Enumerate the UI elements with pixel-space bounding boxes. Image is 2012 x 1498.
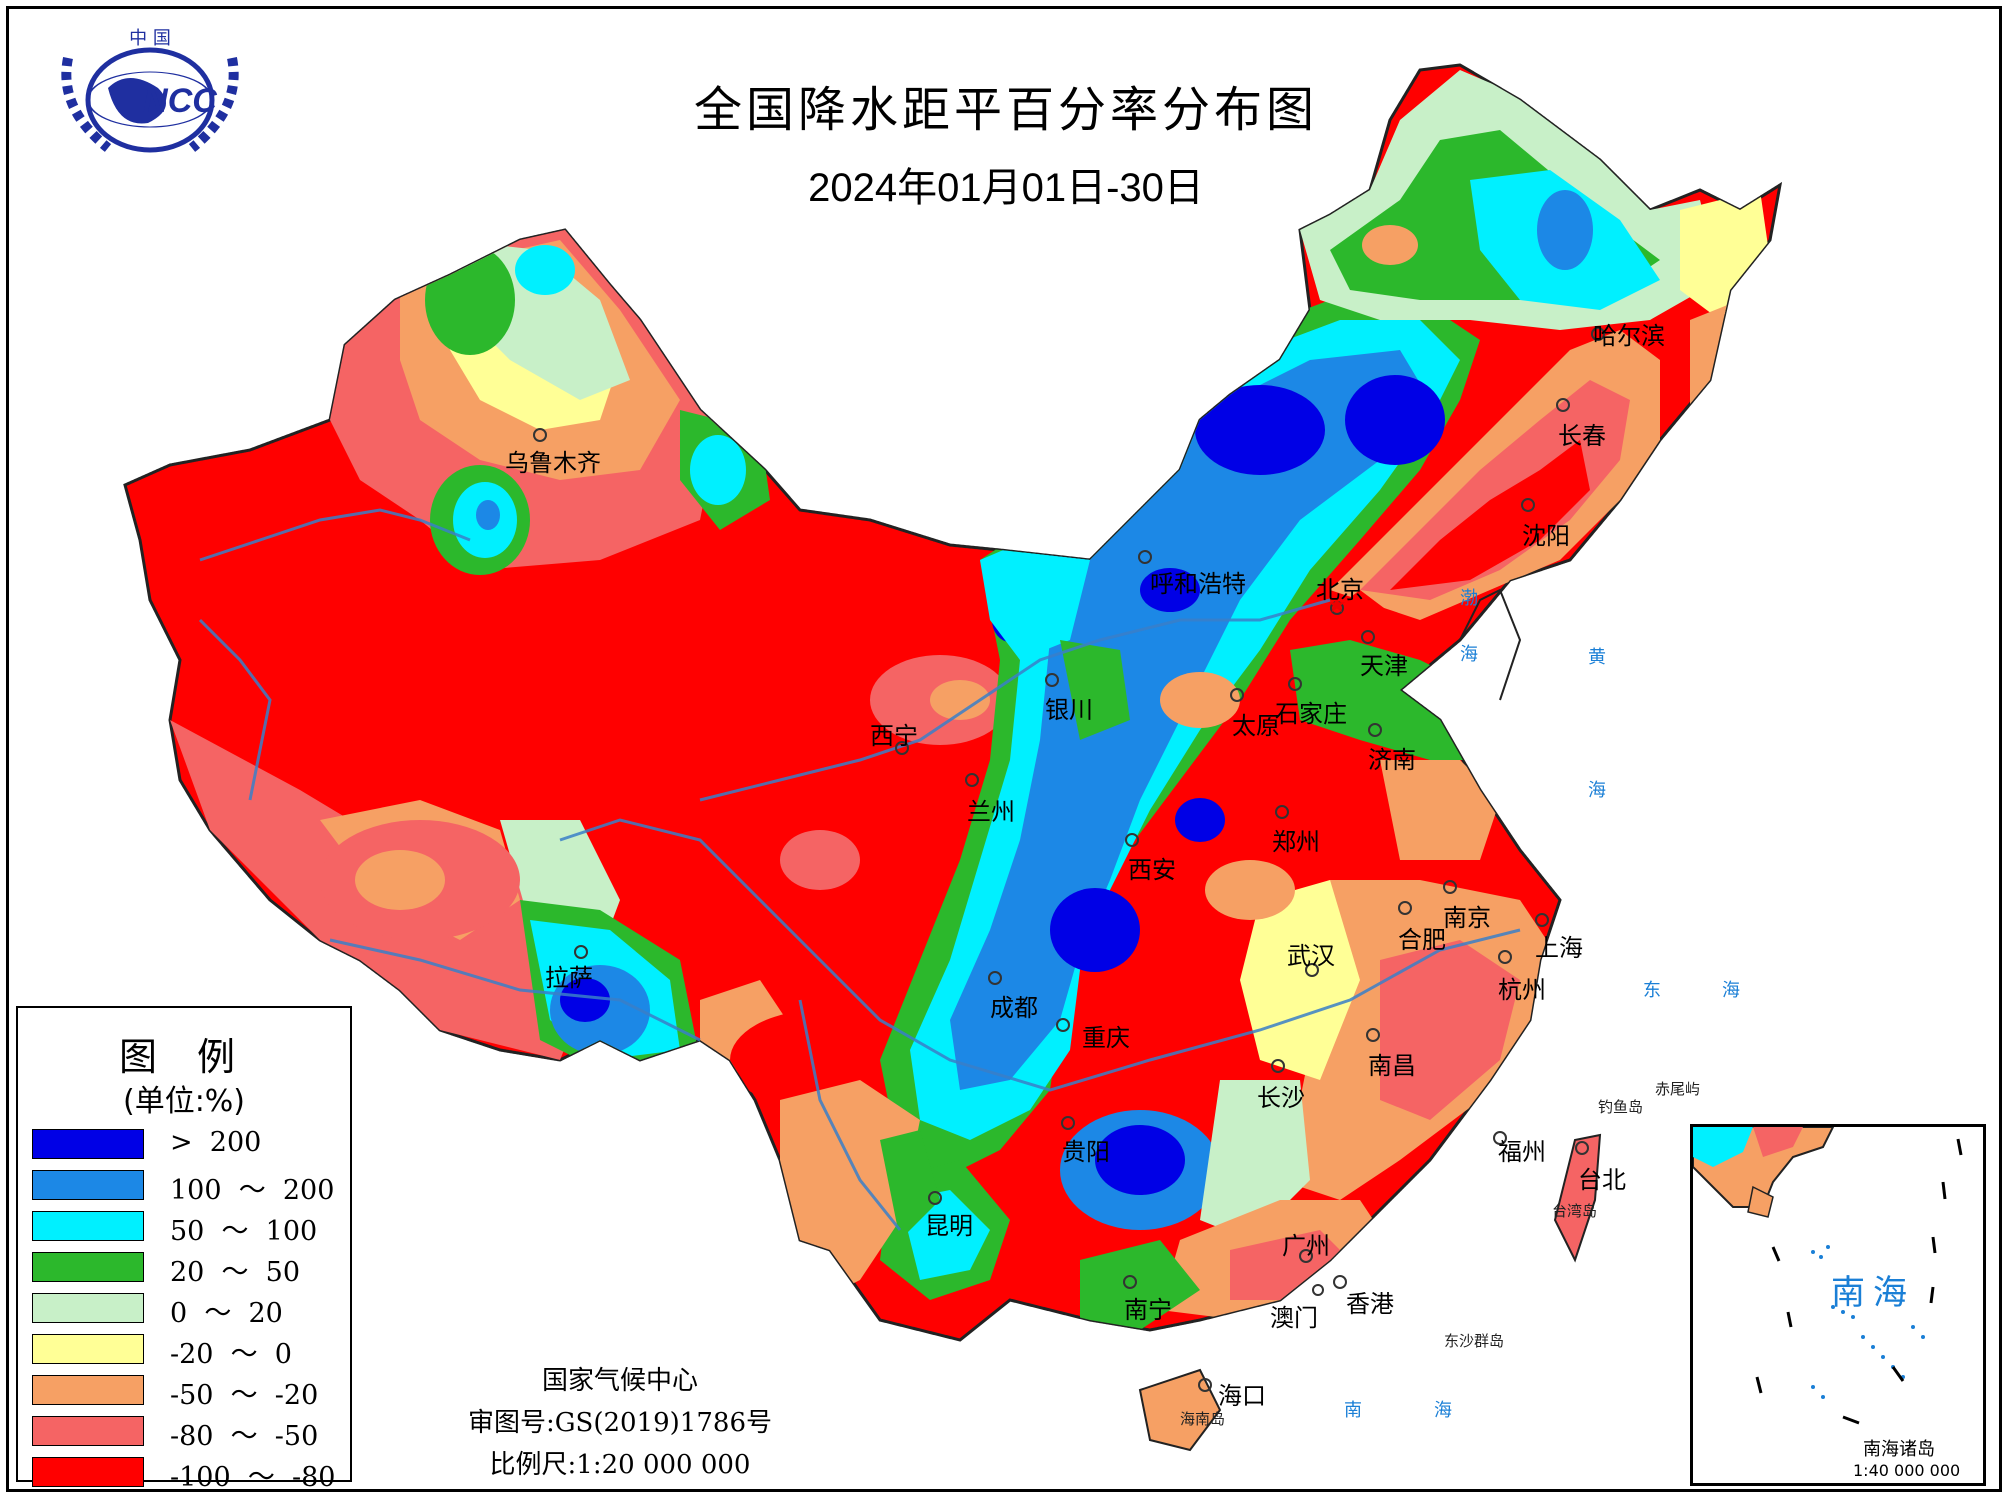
city-label-chengdu: 成都 <box>990 994 1038 1022</box>
city-label-hefei: 合肥 <box>1398 926 1446 954</box>
city-label-xian: 西安 <box>1128 856 1176 884</box>
city-label-fuzhou: 福州 <box>1498 1138 1546 1166</box>
city-label-beijing: 北京 <box>1316 576 1364 604</box>
rivers <box>198 508 1521 1231</box>
legend-label: 100 ～ 200 <box>170 1175 335 1206</box>
legend: 图 例 (单位:%) > 200 100 ～ 200 50 ～ 100 20 ～ 50… <box>16 1006 352 1493</box>
inset-scale: 1:40 000 000 <box>1853 1461 1961 1480</box>
city-label-shenyang: 沈阳 <box>1522 522 1570 550</box>
city-label-xining: 西宁 <box>870 722 918 750</box>
inset-title: 南海 <box>1831 1273 1915 1313</box>
sea-label-east-2: 海 <box>1722 980 1740 1001</box>
city-label-tianjin: 天津 <box>1360 652 1408 680</box>
legend-item: -50 ～ -20 <box>32 1372 342 1411</box>
city-label-nanjing: 南京 <box>1443 904 1491 932</box>
legend-label: 20 ～ 50 <box>170 1257 301 1288</box>
legend-item: -80 ～ -50 <box>32 1413 342 1452</box>
map-title: 全国降水距平百分率分布图 <box>693 82 1318 138</box>
ncc-globe-logo: 中 国 NCC <box>61 28 239 153</box>
legend-label: 50 ～ 100 <box>170 1216 318 1247</box>
city-label-taipei: 台北 <box>1578 1166 1626 1194</box>
inset-caption: 南海诸岛 <box>1863 1439 1935 1460</box>
legend-swatch <box>32 1416 144 1446</box>
sea-label-bohai: 渤 <box>1460 588 1478 609</box>
legend-swatch <box>32 1334 144 1364</box>
legend-label: -80 ～ -50 <box>170 1421 319 1452</box>
city-label-haikou: 海口 <box>1218 1382 1266 1410</box>
city-label-hongkong: 香港 <box>1346 1290 1394 1318</box>
legend-label: -50 ～ -20 <box>170 1380 319 1411</box>
legend-label: 0 ～ 20 <box>170 1298 283 1329</box>
legend-swatch <box>32 1129 144 1159</box>
legend-item: 0 ～ 20 <box>32 1290 342 1329</box>
island-label-diaoyu: 钓鱼岛 <box>1598 1098 1644 1116</box>
city-label-yinchuan: 银川 <box>1045 696 1093 724</box>
footer-org: 国家气候中心 <box>541 1366 698 1396</box>
beijing-star-icon: ★ <box>1327 593 1347 618</box>
legend-item: > 200 <box>32 1126 342 1162</box>
city-label-macau: 澳门 <box>1270 1304 1318 1332</box>
legend-swatch <box>32 1375 144 1405</box>
city-label-shijiazhuang: 石家庄 <box>1275 700 1347 728</box>
island-label-chiwei: 赤尾屿 <box>1655 1080 1701 1098</box>
city-label-changchun: 长春 <box>1558 422 1606 450</box>
footer-scale: 比例尺:1:20 000 000 <box>489 1450 751 1480</box>
sea-label-east: 东 <box>1643 980 1661 1001</box>
sea-label-yellow: 黄 <box>1588 647 1606 668</box>
city-label-jinan: 济南 <box>1368 746 1416 774</box>
footer: 国家气候中心 审图号:GS(2019)1786号 比例尺:1:20 000 00… <box>420 1360 820 1486</box>
city-label-wuhan: 武汉 <box>1287 942 1335 970</box>
sea-label-yellow-2: 海 <box>1588 780 1606 801</box>
footer-approval: 审图号:GS(2019)1786号 <box>468 1408 772 1438</box>
city-label-urumqi: 乌鲁木齐 <box>505 449 601 477</box>
city-label-lanzhou: 兰州 <box>967 798 1015 826</box>
legend-swatch <box>32 1170 144 1200</box>
taiwan-island <box>1553 1133 1602 1263</box>
map-subtitle: 2024年01月01日-30日 <box>808 166 1204 210</box>
city-label-hangzhou: 杭州 <box>1498 976 1546 1004</box>
legend-label: -20 ～ 0 <box>170 1339 292 1370</box>
city-label-taiyuan: 太原 <box>1232 712 1280 740</box>
city-label-hohhot: 呼和浩特 <box>1150 570 1246 598</box>
city-label-nanchang: 南昌 <box>1368 1052 1416 1080</box>
map-frame <box>6 6 2002 1492</box>
city-label-guiyang: 贵阳 <box>1062 1138 1110 1166</box>
city-label-harbin: 哈尔滨 <box>1593 322 1665 350</box>
city-label-nanning: 南宁 <box>1124 1296 1172 1324</box>
sea-label-bohai-2: 海 <box>1460 644 1478 665</box>
city-label-changsha: 长沙 <box>1257 1084 1305 1112</box>
city-label-zhengzhou: 郑州 <box>1272 828 1320 856</box>
legend-item: 50 ～ 100 <box>32 1208 342 1247</box>
logo-center-text: NCC <box>143 82 217 120</box>
city-label-guangzhou: 广州 <box>1282 1232 1330 1260</box>
legend-item: 100 ～ 200 <box>32 1167 342 1206</box>
hainan-island <box>1138 1368 1222 1452</box>
legend-item: -20 ～ 0 <box>32 1331 342 1370</box>
legend-label: > 200 <box>170 1127 262 1158</box>
logo-top-text: 中 国 <box>129 28 171 49</box>
south-china-sea-inset: 南海 南海诸岛 1:40 000 000 <box>1690 1124 1986 1486</box>
island-label-taiwan: 台湾岛 <box>1552 1202 1598 1220</box>
sea-label-south-2: 海 <box>1434 1400 1452 1421</box>
city-markers <box>533 327 1605 1392</box>
city-label-chongqing: 重庆 <box>1082 1024 1130 1052</box>
legend-swatch <box>32 1293 144 1323</box>
island-label-dongsha: 东沙群岛 <box>1444 1332 1505 1350</box>
island-label-hainan: 海南岛 <box>1180 1410 1226 1428</box>
legend-swatch <box>32 1211 144 1241</box>
sea-label-south: 南 <box>1344 1400 1362 1421</box>
legend-swatch <box>32 1457 144 1487</box>
legend-title: 图 例 <box>118 1035 250 1079</box>
inset-map <box>1693 1127 1963 1425</box>
legend-item: -100 ～ -80 <box>32 1454 342 1493</box>
legend-label: -100 ～ -80 <box>170 1462 336 1493</box>
legend-item: 20 ～ 50 <box>32 1249 342 1288</box>
legend-swatch <box>32 1252 144 1282</box>
city-label-lhasa: 拉萨 <box>545 964 593 992</box>
city-label-shanghai: 上海 <box>1535 934 1583 962</box>
legend-unit: (单位:%) <box>122 1084 246 1119</box>
city-label-kunming: 昆明 <box>925 1212 973 1240</box>
